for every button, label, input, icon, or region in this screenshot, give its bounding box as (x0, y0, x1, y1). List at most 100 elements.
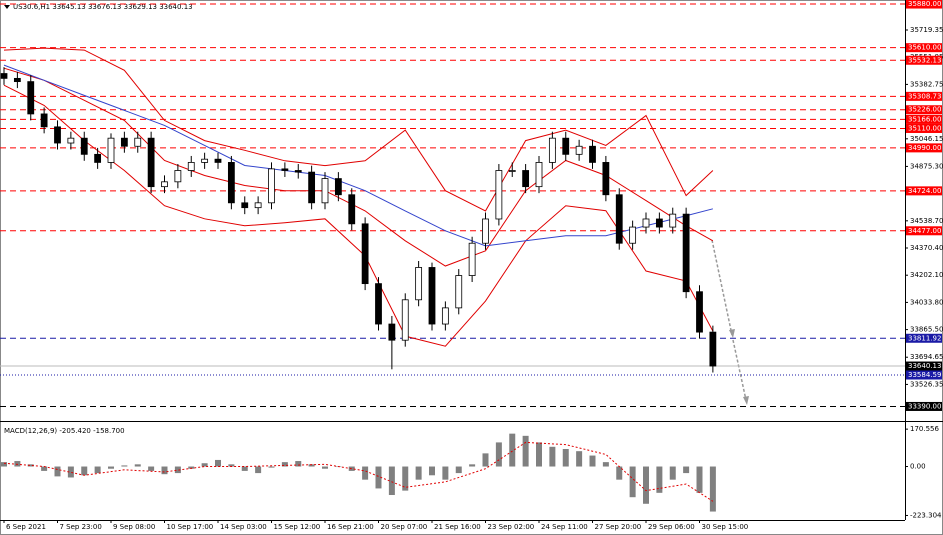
arrow-head (743, 396, 749, 405)
candle-body (214, 158, 222, 163)
candle-body (495, 170, 503, 220)
macd-bar (54, 466, 61, 477)
macd-bar (14, 461, 21, 467)
indicator-line (3, 47, 714, 212)
level-label-box (906, 401, 942, 411)
candle-body (54, 126, 61, 144)
y-tick-label: 35046.15 (910, 135, 943, 143)
macd-bar (469, 464, 476, 467)
macd-bar (281, 462, 288, 467)
level-label: 35308.73 (908, 92, 941, 100)
macd-bar (589, 455, 596, 467)
macd-bar (41, 466, 48, 471)
macd-bar (669, 466, 676, 480)
macd-bar (429, 466, 435, 476)
x-tick-label: 21 Sep 16:00 (434, 523, 481, 531)
y-tick-label: 35382.75 (910, 80, 943, 88)
candle-body (709, 331, 717, 367)
candle-body (401, 299, 409, 341)
macd-bar (1, 462, 7, 467)
indicator-line (3, 64, 714, 247)
candle-body (308, 171, 316, 204)
candle-body (562, 137, 570, 155)
macd-bar (616, 466, 623, 480)
candle-body (535, 162, 543, 188)
x-tick-label: 29 Sep 06:00 (648, 523, 695, 531)
macd-bar (482, 453, 489, 467)
y-tick-label: 34538.70 (910, 217, 943, 225)
macd-bar (81, 466, 88, 476)
candle-body (27, 81, 35, 115)
candle-body (682, 213, 690, 293)
macd-bar (308, 464, 315, 467)
x-tick-label: 30 Sep 15:00 (702, 523, 749, 531)
macd-bar (683, 466, 690, 474)
candle-body (589, 145, 596, 163)
level-label: 35880.00 (908, 0, 941, 8)
macd-bar (656, 466, 663, 493)
macd-bar (67, 466, 74, 478)
level-label: 33584.59 (908, 371, 941, 379)
candle-body (174, 170, 182, 183)
level-label: 35610.00 (908, 44, 941, 52)
x-tick-label: 14 Sep 03:00 (220, 523, 267, 531)
macd-bar (602, 462, 609, 467)
level-label-box (906, 143, 942, 153)
macd-bar (455, 466, 462, 474)
candle-body (575, 145, 583, 155)
candle-body (134, 137, 142, 147)
level-label-box (906, 333, 942, 343)
level-label: 34724.00 (908, 187, 941, 195)
macd-bar (215, 459, 221, 467)
candle-body (40, 113, 48, 128)
level-label-box (906, 370, 942, 380)
menu-arrow[interactable] (4, 5, 10, 9)
macd-bar (402, 466, 409, 491)
macd-bar (495, 442, 502, 467)
x-tick-label: 16 Sep 21:00 (327, 523, 374, 531)
candle-body (455, 275, 463, 309)
macd-bar (509, 433, 516, 467)
macd-bar (188, 466, 195, 469)
macd-signal-line (3, 441, 714, 502)
y-tick-label: 34370.40 (910, 244, 943, 252)
arrow-head (729, 329, 735, 338)
macd-y-tick-label: 170.556 (910, 425, 939, 433)
candle-body (268, 168, 275, 204)
chart-title: US30.6,H1 33645.13 33676.13 33629.13 336… (13, 3, 193, 11)
candle-body (294, 170, 302, 173)
macd-bar (629, 466, 636, 498)
level-label: 33811.92 (908, 334, 941, 342)
level-label-box (906, 186, 942, 196)
macd-bar (295, 461, 302, 467)
level-label-box (906, 226, 942, 236)
macd-bar (562, 448, 569, 467)
macd-bar (108, 466, 114, 469)
macd-bar (362, 466, 369, 480)
macd-bar (174, 466, 181, 474)
x-tick-label: 7 Sep 23:00 (60, 523, 102, 531)
candle-body (669, 213, 677, 228)
candle-body (468, 242, 476, 276)
candle-body (80, 137, 88, 155)
candle-body (321, 178, 329, 204)
candle-body (281, 168, 289, 171)
x-tick-label: 20 Sep 07:00 (381, 523, 428, 531)
candle-body (94, 153, 102, 163)
macd-bar (549, 446, 556, 467)
macd-bar (536, 442, 542, 467)
candle-body (615, 194, 623, 244)
level-label-box (906, 91, 942, 101)
level-label: 35532.13 (908, 56, 941, 64)
macd-bar (709, 466, 716, 512)
level-label: 34477.00 (908, 227, 941, 235)
level-label-box (906, 114, 942, 124)
macd-bar (348, 466, 355, 471)
macd-bar (27, 464, 34, 467)
macd-y-tick-label: -223.304 (910, 511, 942, 519)
candle-body (696, 291, 703, 333)
level-label: 35110.00 (908, 124, 941, 132)
candle-body (161, 181, 168, 188)
macd-bar (388, 466, 395, 496)
